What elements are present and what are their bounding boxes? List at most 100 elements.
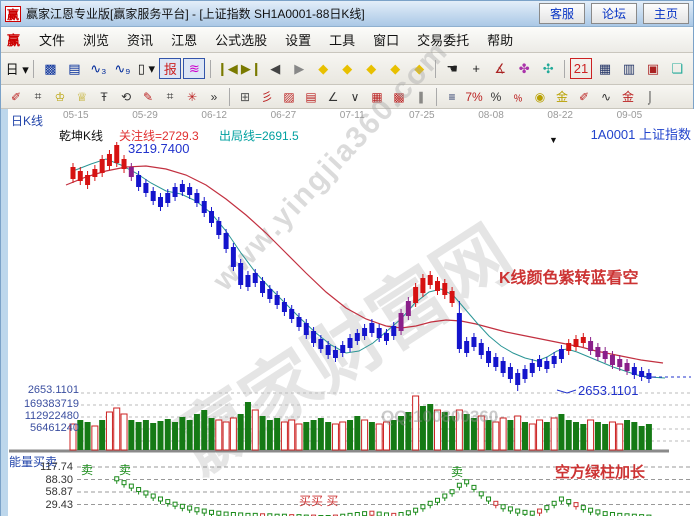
energy-axis-value-1: 88.30 [45,473,73,486]
toolbar-separator [436,87,437,106]
percent-icon[interactable]: % [490,89,502,104]
crosshair-icon[interactable]: + [472,61,480,76]
fit-width-diamond-icon[interactable]: ◆ [366,60,377,76]
menu-item-9[interactable]: 帮助 [487,32,514,48]
zoom-in-diamond-icon[interactable]: ◆ [342,60,353,76]
gann-tool-purple-icon[interactable]: ✤ [518,60,530,76]
grid-tool-2-icon[interactable]: ⌗ [166,89,174,103]
pane-label-energy: 能量买卖 [9,455,58,469]
info-panel-icon[interactable]: ▤ [68,60,81,76]
gann-fan-icon[interactable]: 彡 [260,90,273,104]
menu-item-3[interactable]: 江恩 [171,32,198,48]
calendar-21-icon[interactable]: 21 [570,58,593,79]
toolbar-separator [229,87,230,106]
annotation-kline-color: K线颜色紫转蓝看空 [499,270,639,287]
menu-item-8[interactable]: 交易委托 [417,32,470,48]
customer-service-button[interactable]: 客服 [538,3,585,24]
chevron-down-icon[interactable]: ▼ [549,135,558,145]
angle-line-icon[interactable]: ∠ [327,89,339,104]
gold-lines-icon[interactable]: 金 [555,90,568,104]
zoom-out-diamond-icon[interactable]: ◆ [318,60,329,76]
pan-hand-icon[interactable]: ☚ [446,60,458,76]
box-select-icon[interactable]: ⊞ [239,89,251,104]
f-grid-icon[interactable]: Ŧ [100,89,108,104]
menu-item-1[interactable]: 浏览 [83,32,110,48]
sell-mark-1: 卖 [81,463,94,477]
fit-height-diamond-icon[interactable]: ◆ [390,60,401,76]
next-bar-icon[interactable]: ▶ [294,60,305,76]
parallel-lines-icon[interactable]: ∥ [418,89,424,104]
energy-axis-value-2: 58.87 [45,486,73,499]
title-bar: 赢 赢家江恩专业版[赢家服务平台] - [上证指数 SH1A0001-88日K线… [1,1,693,27]
menu-item-7[interactable]: 窗口 [373,32,400,48]
angle-measure-icon[interactable]: ∡ [494,60,506,76]
qiankun-pattern-icon[interactable]: ▩ [44,60,57,76]
sell-mark-3: 卖 [451,465,464,479]
menu-item-0[interactable]: 文件 [39,32,66,48]
v-lines-icon[interactable]: ∨ [350,89,360,104]
annotation-green-bars: 空方绿柱加长 [555,464,646,481]
home-button[interactable]: 主页 [642,3,689,24]
watermark-brand: 赢家财富网 [162,211,528,490]
kline-period-day-icon[interactable]: 日 ▾ [5,62,29,77]
menu-item-2[interactable]: 资讯 [127,32,154,48]
gold-circle-icon[interactable]: ◉ [534,89,546,104]
menu-item-4[interactable]: 公式选股 [215,32,268,48]
date-tick-06-27: 06-27 [270,110,297,121]
grid-box-1-icon[interactable]: ▦ [371,89,383,104]
percent-7-icon[interactable]: 7% [465,89,483,104]
color-trend-icon[interactable]: ≋ [183,58,206,79]
toolbar-main: 日 ▾ ▩ ▤ ∿₃ ∿₉ ▯ ▾ 报 ≋ ❙◀ ▶❙ ◀ ▶ ◆ ◆ ◆ ◆ ◆ ☚ + ∡ ✤ ✣ 21 ▦ ▥ ▣ ❏ [1,53,693,85]
low-price-label: 2653.1101 [578,383,639,398]
menu-item-6[interactable]: 工具 [329,32,356,48]
symbol-name[interactable]: 1A0001 上证指数 [590,127,691,142]
buy-marks: 买买 买 [299,494,339,508]
exit-line-value: 出局线=2691.5 [219,129,299,143]
percent-line-icon[interactable]: ﹪ [511,90,524,104]
attention-line-value: 关注线=2729.3 [119,129,199,143]
date-tick-09-05: 09-05 [616,110,643,121]
kline-chart-canvas [9,142,693,516]
spiral-icon[interactable]: ⟲ [120,89,132,104]
sell-mark-2: 卖 [119,463,132,477]
gold-gann-2-icon[interactable]: ♕ [76,89,88,104]
date-tick-08-08: 08-08 [478,110,504,121]
forum-button[interactable]: 论坛 [590,3,637,24]
ruler-123-icon[interactable]: ≡ [448,89,456,104]
date-tick-05-15: 05-15 [63,110,89,121]
save-icon[interactable]: ▣ [646,60,660,76]
title-buttons: 客服 论坛 主页 [538,3,689,24]
menu-logo-icon: 赢 [7,33,21,48]
menu-item-5[interactable]: 设置 [285,32,312,48]
candle-style-icon[interactable]: ▯ ▾ [137,60,155,76]
chart-region[interactable]: 赢家财富网 www.yingjia360.com QQ:100800360 日K… [1,34,694,516]
star-tool-icon[interactable]: ✳ [186,89,198,104]
j-hook-icon[interactable]: ⌡ [646,89,654,104]
toolbar-drawing: ✐ ⌗ ♔ ♕ Ŧ ⟲ ✎ ⌗ ✳ » ⊞ 彡 ▨ ▤ ∠ ∨ ▦ ▩ ∥ ≡ 7%% ﹪ ◉ 金 ✐ ∿ 金 ⌡ [1,85,693,109]
grid-tool-1-icon[interactable]: ⌗ [34,89,42,103]
qiankun-kline-toggle-icon[interactable]: 报 [159,58,182,79]
gann-tool-teal-icon[interactable]: ✣ [542,60,554,76]
watermark-qq: QQ:100800360 [381,407,499,426]
calculator-icon[interactable]: ▦ [598,60,612,76]
wave-9-icon[interactable]: ∿₉ [114,60,131,76]
last-bar-icon[interactable]: ▶❙ [240,60,262,76]
notepad-icon[interactable]: ▥ [622,60,636,76]
gold-lines-red-icon[interactable]: 金 [621,90,634,104]
gold-gann-1-icon[interactable]: ♔ [54,89,66,104]
fan-box-icon[interactable]: ▨ [283,89,295,104]
center-diamond-icon[interactable]: ◆ [414,60,425,76]
wave-3-icon[interactable]: ∿₃ [90,60,107,76]
pencil-grid-icon[interactable]: ✎ [142,89,154,104]
cascade-windows-icon[interactable]: ❏ [671,60,683,76]
pen-ruler-icon[interactable]: ✐ [578,89,590,104]
prev-bar-icon[interactable]: ◀ [270,60,281,76]
more-chevron-icon[interactable]: » [210,89,218,104]
grid-box-2-icon[interactable]: ▩ [393,89,405,104]
first-bar-icon[interactable]: ❙◀ [216,60,238,76]
brush-icon[interactable]: ✐ [10,89,22,104]
wave-a-icon[interactable]: ∿ [600,89,612,104]
line-box-icon[interactable]: ▤ [305,89,317,104]
app-logo-icon: 赢 [5,5,21,22]
